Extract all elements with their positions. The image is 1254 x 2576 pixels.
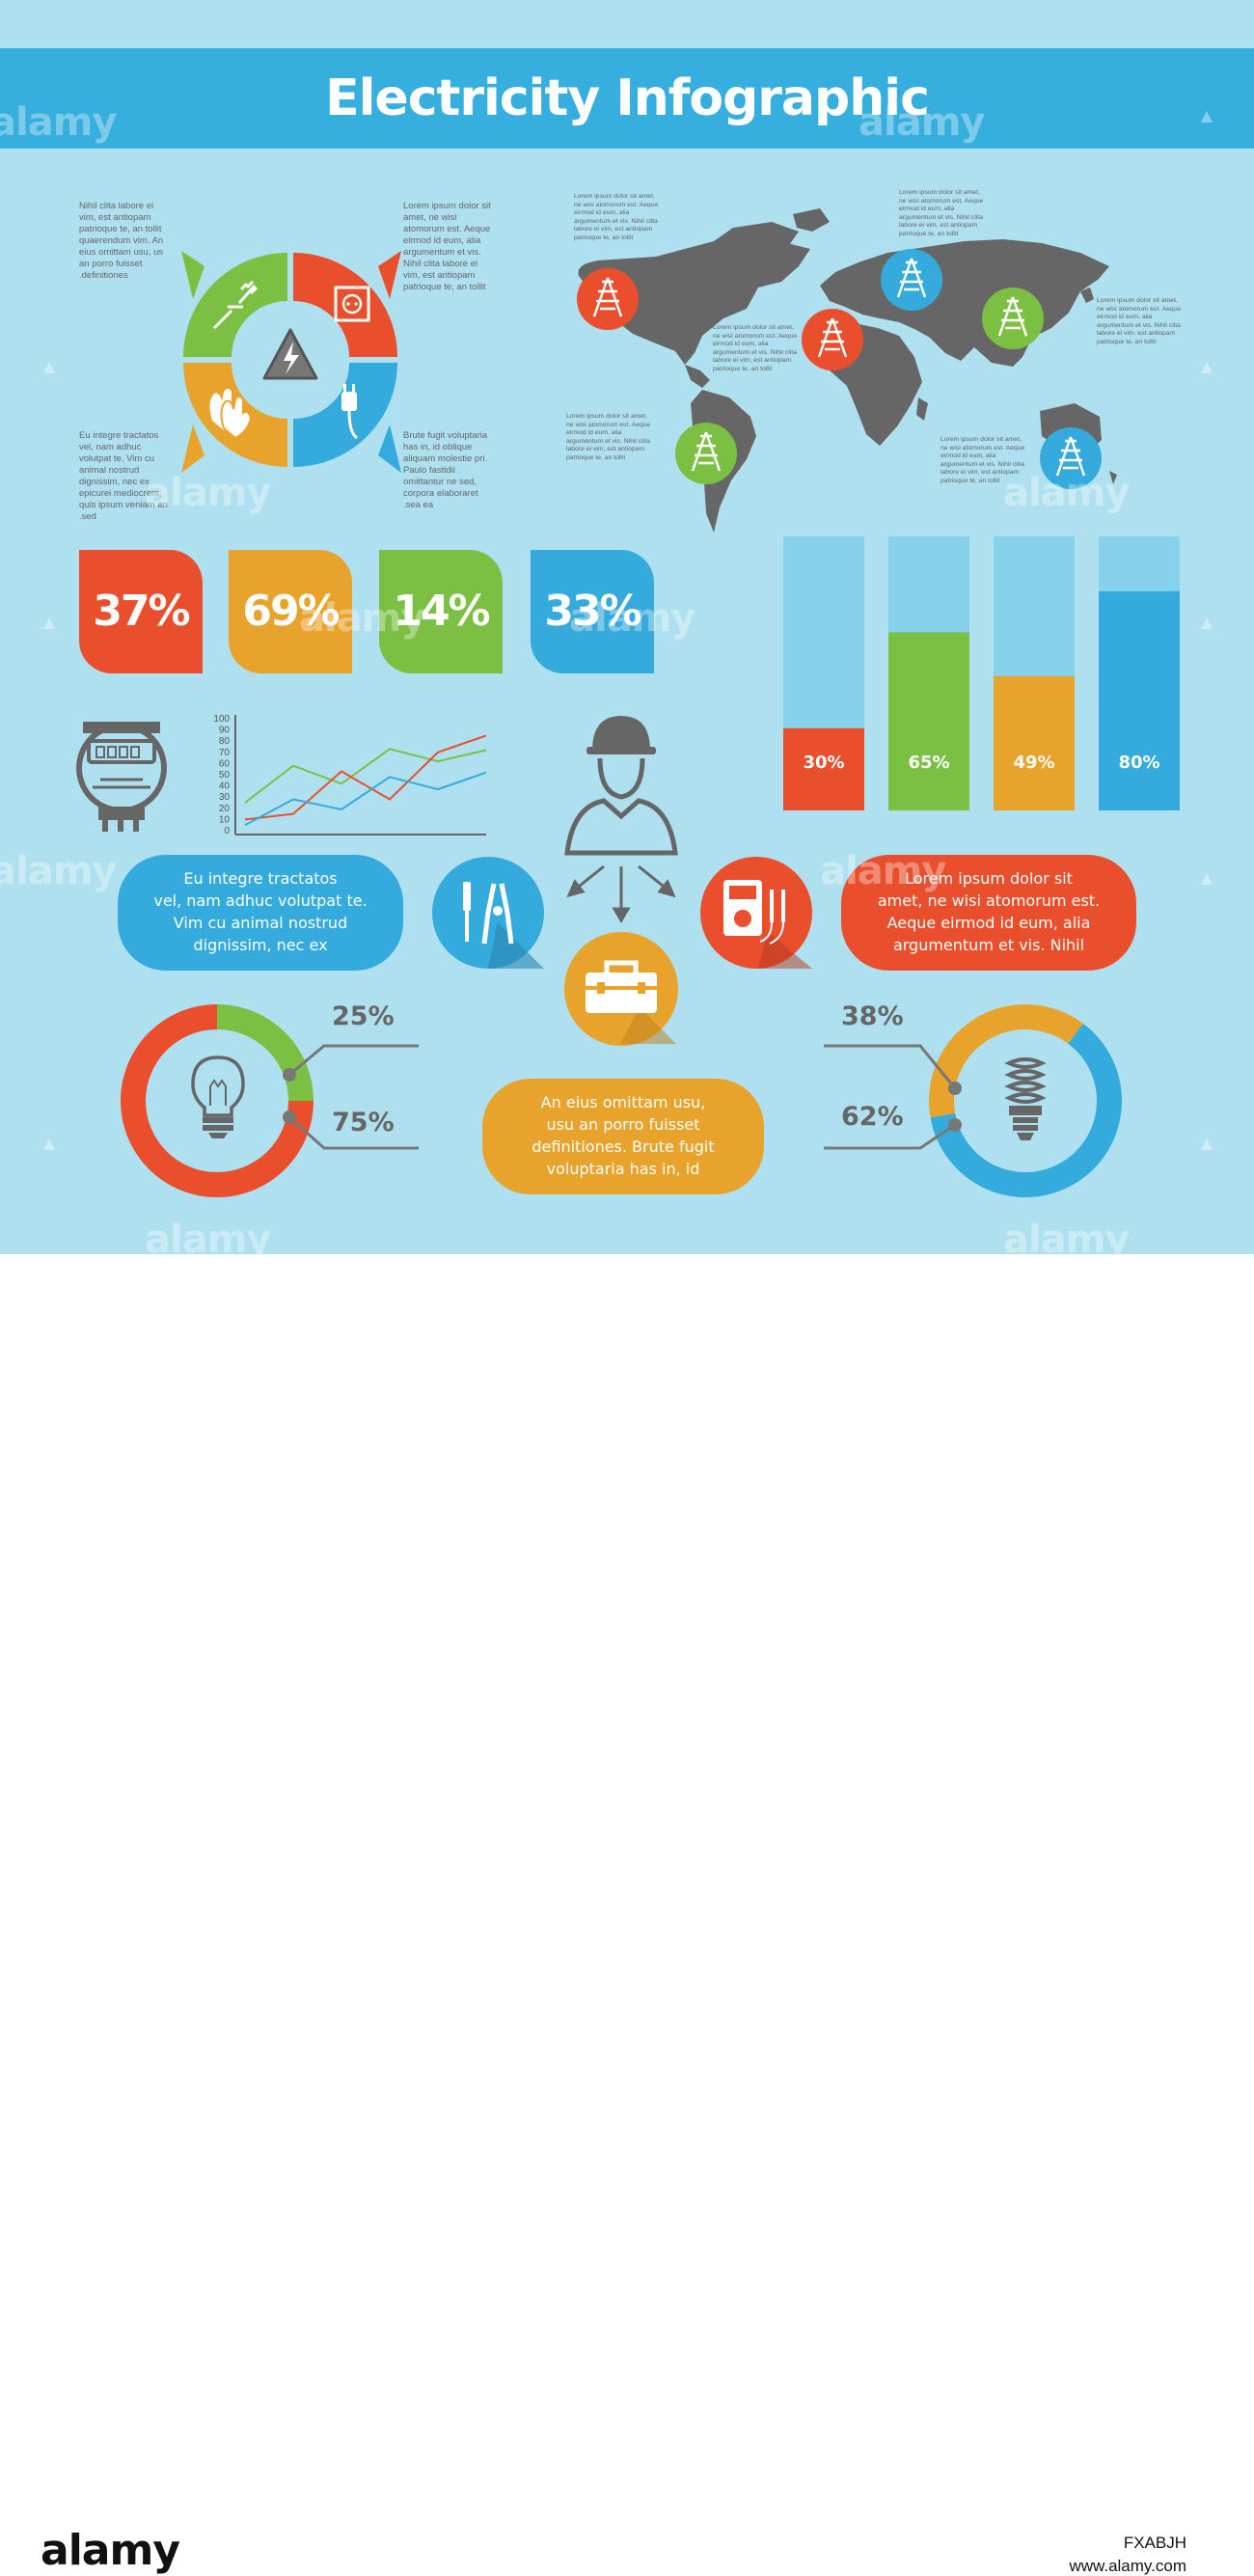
percent-tile-red: 37% [79,550,203,673]
wire-connection-icon [212,280,259,330]
donut-right-callouts [824,1044,962,1150]
electrician-worker-icon [564,716,678,923]
screwdriver-icon [463,882,471,942]
donut-left-callouts [283,1044,419,1150]
y-tick-label: 90 [219,726,231,736]
watermark-mark [43,1138,55,1150]
bar-label-1: 30% [803,753,845,773]
watermark-text: alamy [1003,1218,1130,1254]
watermark-mark [43,362,55,373]
arrows-icon [566,864,676,923]
line-series-2 [244,734,487,821]
y-tick-label: 0 [224,826,230,836]
bar-label-4: 80% [1118,753,1160,773]
y-tick-label: 60 [219,758,231,769]
percent-tile-orange: 69% [229,550,352,673]
pliers-icon [481,883,514,945]
toolbox-icon [586,960,657,1013]
donut-chart-right [929,1004,1122,1197]
toolbox-badge [564,932,678,1046]
electricity-meter-icon [76,722,167,832]
footer-bar: alamy FXABJH www.alamy.com [0,1254,1254,2575]
safety-cycle-diagram [181,251,401,473]
watermark-mark [1201,362,1213,373]
watermark-mark [1201,111,1213,123]
alamy-url: www.alamy.com [1069,2557,1186,2575]
map-pin-green-asia [982,288,1044,349]
y-tick-label: 70 [219,748,231,758]
info-pill-orange: An eius omittam usu, usu an porro fuisse… [482,1079,764,1194]
y-tick-label: 20 [219,804,231,814]
watermark-mark [1201,617,1213,629]
bar-4 [1099,590,1180,810]
title-banner [0,48,1254,149]
tools-badge [432,857,544,969]
infographic-canvas: Electricity Infographic Nihil clita labo… [0,0,1254,1254]
power-socket-icon [334,286,370,322]
map-text-1: Lorem ipsum dolor sit amet, ne wisi atom… [574,193,659,241]
multimeter-badge [700,857,812,969]
y-tick-label: 30 [219,792,231,803]
bar-3 [994,675,1075,810]
text-block-bottom-mid: Brute fugit voluptaria has in, id obliqu… [403,430,488,510]
text-block-top-mid: Lorem ipsum dolor sit amet, ne wisi atom… [403,201,491,292]
light-bulb-icon [191,1055,245,1138]
page-title: Electricity Infographic [325,69,930,127]
electric-plug-icon [341,384,359,440]
info-pill-red: Lorem ipsum dolor sit amet, ne wisi atom… [841,855,1136,971]
line-series-3 [244,771,487,827]
vertical-bar-chart [783,536,1180,810]
map-text-2: Lorem ipsum dolor sit amet, ne wisi atom… [899,189,984,237]
map-text-5: Lorem ipsum dolor sit amet, ne wisi atom… [566,413,651,461]
bar-label-3: 49% [1013,753,1055,773]
percent-tile-green: 14% [379,550,503,673]
info-pill-blue: Eu integre tractatos vel, nam adhuc volu… [118,855,403,971]
y-tick-label: 10 [219,814,231,825]
donut-right-label-1: 38% [841,1001,904,1031]
watermark-text: alamy [145,1218,271,1254]
y-tick-label: 50 [219,770,231,781]
bar-1 [783,727,864,810]
map-text-3: Lorem ipsum dolor sit amet, ne wisi atom… [1097,297,1182,345]
map-pin-green-south-america [675,423,737,484]
donut-left-label-1: 25% [332,1001,395,1031]
watermark-text: alamy [0,849,117,893]
watermark-mark [1201,873,1213,885]
cycle-segment-green [181,251,287,357]
continents [578,208,1117,533]
cycle-segment-red [293,251,401,357]
alamy-logo: alamy [41,2526,180,2575]
map-pin-red-north-america [577,268,639,330]
text-block-top-left: Nihil clita labore ei vim, est antiopam … [79,201,164,281]
cycle-segment-blue [293,363,401,473]
map-pin-blue-russia [881,249,942,311]
text-block-bottom-left: Eu integre tractatos vel, nam adhuc volu… [79,430,168,522]
donut-left-label-2: 75% [332,1108,395,1137]
percent-tile-blue: 33% [531,550,654,673]
y-tick-label: 40 [219,781,231,792]
image-id: FXABJH [1123,2534,1186,2552]
watermark-mark [43,617,55,629]
map-pin-red-africa [802,309,863,370]
world-map [577,208,1117,533]
energy-saving-bulb-icon [1004,1057,1047,1140]
multimeter-icon [723,880,785,945]
bar-label-2: 65% [908,753,950,773]
bar-2 [888,632,969,810]
y-tick-label: 80 [219,736,231,747]
watermark-mark [1201,1138,1213,1150]
line-series-1 [244,748,487,804]
y-tick-label: 100 [213,714,230,725]
gloves-icon [209,389,253,440]
map-text-6: Lorem ipsum dolor sit amet, ne wisi atom… [940,436,1025,484]
map-pin-blue-australia [1040,427,1102,489]
high-voltage-warning-icon [262,328,318,380]
map-text-4: Lorem ipsum dolor sit amet, ne wisi atom… [713,324,798,372]
donut-slice-2 [930,1023,1122,1197]
donut-slice-1 [929,1004,1083,1118]
donut-right-label-2: 62% [841,1102,904,1132]
